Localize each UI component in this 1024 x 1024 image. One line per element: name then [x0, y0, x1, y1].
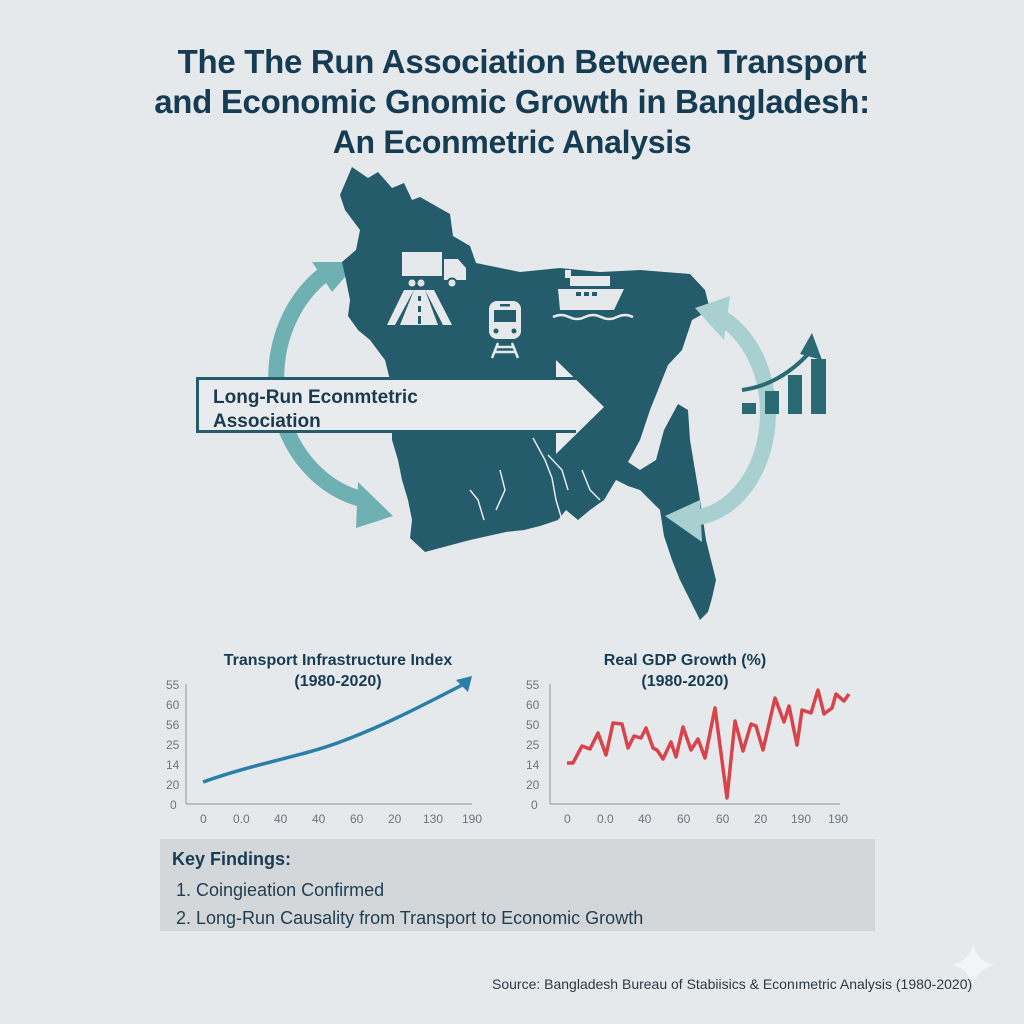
- x-tick: 40: [312, 812, 326, 826]
- y-tick: 0: [531, 798, 538, 812]
- source-note: Source: Bangladesh Bureau of Stabiisics …: [492, 976, 973, 992]
- y-tick: 25: [166, 738, 180, 752]
- y-tick: 55: [166, 678, 180, 692]
- x-tick: 60: [716, 812, 730, 826]
- river-lines: [469, 437, 601, 521]
- bangladesh-map-diagram: [268, 167, 826, 620]
- y-tick: 0: [170, 798, 177, 812]
- association-label-line-2: Association: [213, 411, 321, 432]
- x-tick: 20: [754, 812, 768, 826]
- x-tick: 0: [564, 812, 571, 826]
- right-cycle-arrow-icon: [665, 296, 776, 542]
- finding-item: 2. Long-Run Causality from Transport to …: [176, 908, 644, 928]
- transport-chart-subtitle: (1980-2020): [294, 673, 382, 690]
- y-tick: 14: [526, 758, 540, 772]
- gdp-chart-title-text: Real GDP Growth (%): [603, 652, 767, 669]
- key-findings-box: Key Findings: 1. Coingieation Confirmed …: [160, 839, 875, 931]
- x-tick: 0: [200, 812, 207, 826]
- y-tick: 25: [526, 738, 540, 752]
- sparkle-watermark-icon: [952, 944, 994, 986]
- association-label-box: Long-Run Econmtetric Association: [196, 377, 576, 433]
- page-title: The The Run Association Between Transpor…: [0, 42, 1024, 162]
- ship-icon: [552, 270, 634, 321]
- y-tick: 56: [166, 718, 180, 732]
- transport-chart: [185, 676, 472, 805]
- key-findings-header: Key Findings:: [172, 849, 292, 869]
- x-tick: 190: [828, 812, 849, 826]
- x-tick: 60: [350, 812, 364, 826]
- association-label-line-1: Long-Run Econmtetric: [213, 387, 418, 408]
- train-icon: [489, 301, 521, 359]
- y-tick: 14: [166, 758, 180, 772]
- title-line-1: The The Run Association Between Transpor…: [177, 43, 867, 80]
- y-tick: 60: [166, 698, 180, 712]
- x-tick: 190: [462, 812, 483, 826]
- x-tick: 130: [423, 812, 444, 826]
- y-tick: 20: [166, 778, 180, 792]
- title-line-3: An Econmetric Analysis: [332, 124, 692, 160]
- y-tick: 50: [526, 718, 540, 732]
- truck-icon: [402, 252, 466, 289]
- gdp-chart: [549, 684, 851, 805]
- transport-chart-title-text: Transport Infrastructure Index: [223, 652, 453, 669]
- y-tick: 55: [526, 678, 540, 692]
- x-tick: 0.0: [597, 812, 614, 826]
- x-tick: 40: [274, 812, 288, 826]
- x-tick: 0.0: [233, 812, 250, 826]
- y-tick: 60: [526, 698, 540, 712]
- transport-chart-title: Transport Infrastructure Index (1980-202…: [188, 650, 488, 692]
- y-tick: 20: [526, 778, 540, 792]
- x-tick: 20: [388, 812, 402, 826]
- gdp-chart-subtitle: (1980-2020): [641, 673, 729, 690]
- bar-chart-growth-icon: [741, 333, 826, 414]
- x-tick: 190: [791, 812, 812, 826]
- road-icon: [387, 290, 452, 325]
- gdp-chart-title: Real GDP Growth (%) (1980-2020): [560, 650, 810, 692]
- title-line-2: and Economic Gnomic Growth in Bangladesh…: [154, 83, 870, 120]
- finding-item: 1. Coingieation Confirmed: [176, 880, 385, 900]
- x-tick: 40: [638, 812, 652, 826]
- x-tick: 60: [677, 812, 691, 826]
